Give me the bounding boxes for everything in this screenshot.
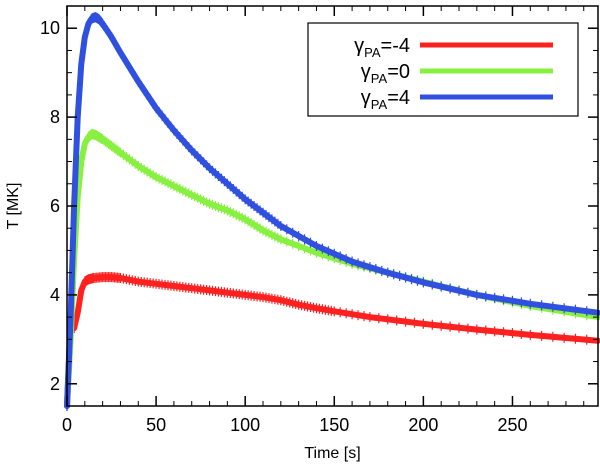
y-axis: 2 4 6 8 10 [40, 18, 598, 394]
legend-label-2: γPA=4 [361, 87, 410, 112]
x-tick-label: 250 [497, 415, 527, 435]
series-errorbars-0 [66, 272, 588, 411]
series-line-0 [64, 274, 600, 409]
y-tick-label: 4 [50, 285, 60, 305]
x-tick-label: 150 [319, 415, 349, 435]
y-tick-label: 6 [50, 196, 60, 216]
x-tick-label: 0 [62, 415, 72, 435]
x-tick-label: 50 [146, 415, 166, 435]
legend-label-0: γPA=-4 [354, 35, 410, 60]
y-tick-label: 10 [40, 18, 60, 38]
x-tick-label: 200 [408, 415, 438, 435]
x-axis-title: Time [s] [304, 445, 360, 462]
plot-lines [64, 12, 600, 411]
y-tick-label: 2 [50, 374, 60, 394]
series-errorbars-2 [66, 12, 588, 411]
y-tick-label: 8 [50, 107, 60, 127]
x-axis: 0 50 100 150 200 250 [62, 6, 585, 435]
y-axis-title: T [MK] [5, 183, 22, 230]
legend-label-1: γPA=0 [361, 61, 410, 86]
x-tick-label: 100 [230, 415, 260, 435]
